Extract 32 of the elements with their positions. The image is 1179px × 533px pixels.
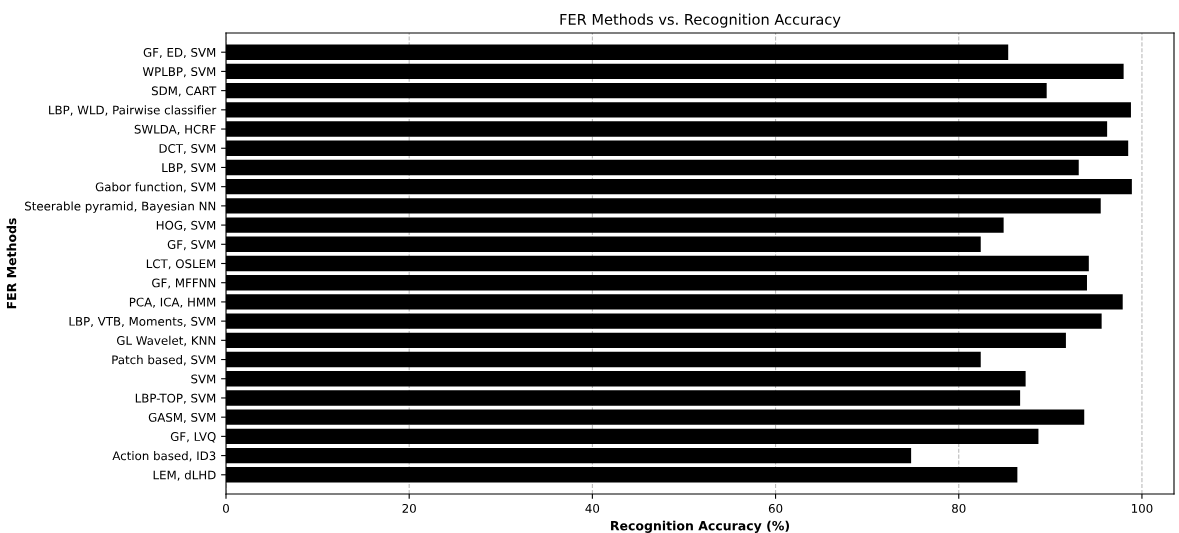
y-tick-label: DCT, SVM [159,143,216,155]
x-tick-label: 100 [1131,503,1153,513]
y-tick-label: GF, LVQ [170,432,216,443]
x-tick-label: 20 [402,503,416,513]
y-tick-label: GF, SVM [167,240,216,251]
y-tick-label: LCT, OSLEM [146,259,216,270]
y-tick-label: LBP, WLD, Pairwise classifier [49,105,217,116]
y-tick-label: Steerable pyramid, Bayesian NN [25,201,216,213]
y-tick-label: LBP-TOP, SVM [135,393,216,404]
y-tick-label: PCA, ICA, HMM [129,297,216,308]
y-tick-label: GL Wavelet, KNN [116,335,216,347]
y-tick-label: SWLDA, HCRF [134,124,216,135]
y-tick-label: GASM, SVM [148,412,216,424]
y-tick-label: Gabor function, SVM [95,182,216,193]
y-tick-label: SVM [191,374,216,384]
x-tick-label: 60 [768,503,783,513]
x-axis-title: Recognition Accuracy (%) [611,520,790,533]
y-tick-label: GF, ED, SVM [143,47,216,59]
x-tick-label: 0 [223,503,229,513]
y-tick-label: LBP, SVM [162,163,216,174]
y-tick-label: SDM, CART [151,86,217,97]
y-tick-label: HOG, SVM [156,220,216,231]
y-tick-label: Patch based, SVM [112,355,216,366]
y-tick-label: WPLBP, SVM [142,67,216,78]
x-tick-label: 80 [952,503,966,513]
x-tick-label: 40 [585,503,600,513]
chart-title: FER Methods vs. Recognition Accuracy [560,13,841,28]
y-tick-label: Action based, ID3 [112,451,216,462]
y-tick-label: GF, MFFNN [152,278,216,289]
y-tick-label: LBP, VTB, Moments, SVM [69,316,216,327]
y-tick-label: LEM, dLHD [153,470,216,481]
y-axis-title: FER Methods [6,218,17,309]
